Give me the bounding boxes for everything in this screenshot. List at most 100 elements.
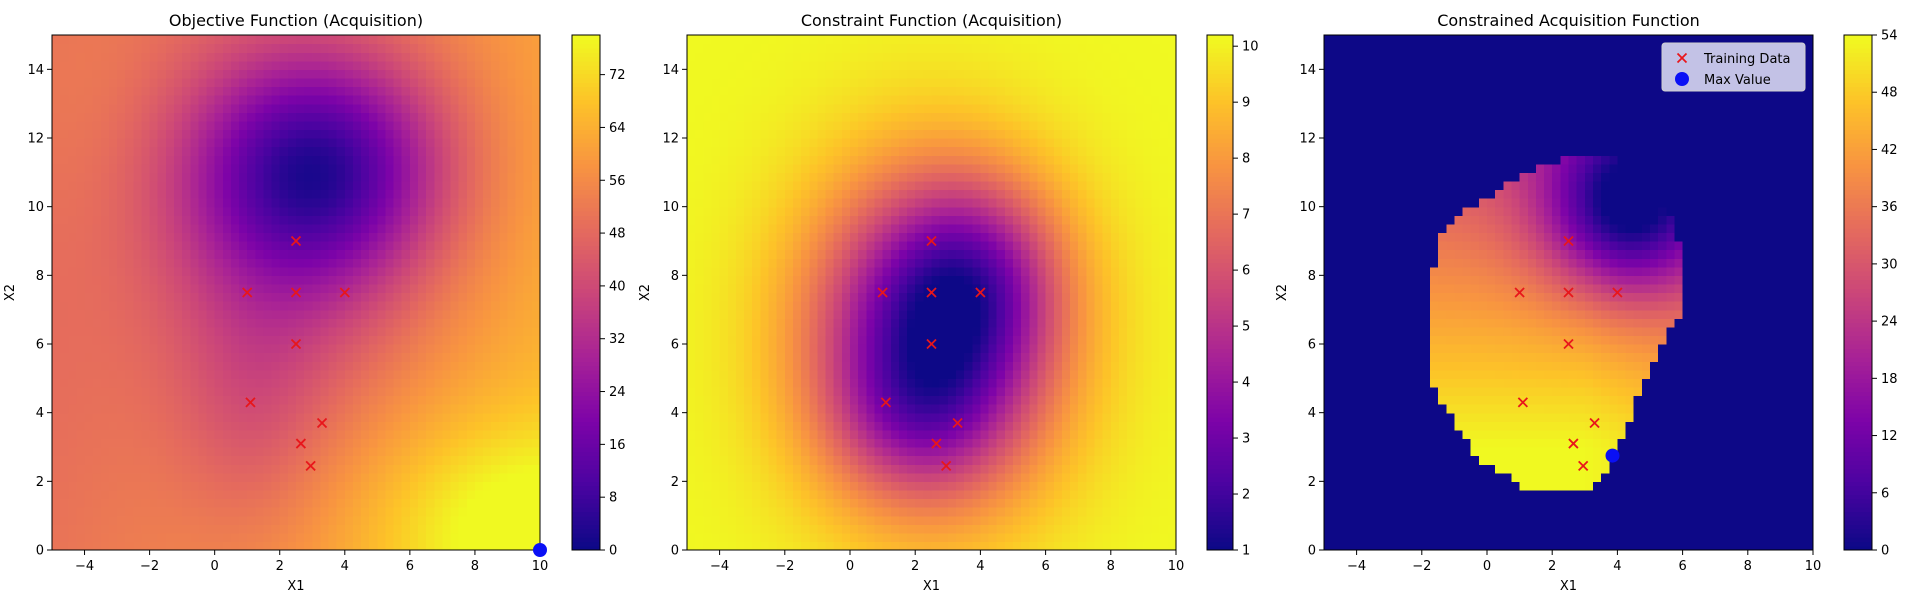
heatmap-cell <box>263 335 272 344</box>
heatmap-cell <box>272 464 281 473</box>
heatmap-cell <box>68 490 77 499</box>
heatmap-cell <box>442 44 451 53</box>
heatmap-cell <box>215 198 224 207</box>
heatmap-cell <box>695 258 704 267</box>
heatmap-cell <box>467 215 476 224</box>
heatmap-cell <box>60 456 69 465</box>
heatmap-cell <box>410 421 419 430</box>
heatmap-cell <box>280 69 289 78</box>
heatmap-cell <box>817 258 826 267</box>
heatmap-cell <box>752 396 761 405</box>
heatmap-cell <box>207 44 216 53</box>
heatmap-cell <box>410 147 419 156</box>
heatmap-cell <box>801 447 810 456</box>
heatmap-cell <box>703 370 712 379</box>
heatmap-cell <box>532 35 541 44</box>
heatmap-cell <box>52 250 61 259</box>
heatmap-cell <box>483 164 492 173</box>
heatmap-cell <box>174 310 183 319</box>
heatmap-cell <box>174 301 183 310</box>
heatmap-cell <box>744 207 753 216</box>
heatmap-cell <box>687 361 696 370</box>
heatmap-cell <box>223 207 232 216</box>
heatmap-cell <box>280 481 289 490</box>
heatmap-cell <box>109 396 118 405</box>
heatmap-cell <box>499 155 508 164</box>
heatmap-cell <box>834 378 843 387</box>
heatmap-cell <box>263 61 272 70</box>
heatmap-cell <box>133 224 142 233</box>
heatmap-cell <box>377 473 386 482</box>
heatmap-cell <box>361 541 370 550</box>
heatmap-cell <box>320 387 329 396</box>
heatmap-cell <box>720 481 729 490</box>
heatmap-cell <box>467 258 476 267</box>
heatmap-cell <box>695 430 704 439</box>
heatmap-cell <box>93 361 102 370</box>
heatmap-cell <box>109 430 118 439</box>
heatmap-cell <box>507 310 516 319</box>
heatmap-cell <box>442 224 451 233</box>
heatmap-cell <box>516 69 525 78</box>
heatmap-cell <box>491 129 500 138</box>
heatmap-cell <box>320 215 329 224</box>
heatmap-cell <box>434 456 443 465</box>
heatmap-cell <box>801 61 810 70</box>
heatmap-cell <box>345 147 354 156</box>
heatmap-cell <box>223 301 232 310</box>
heatmap-cell <box>101 387 110 396</box>
heatmap-cell <box>85 318 94 327</box>
heatmap-cell <box>524 121 533 130</box>
heatmap-cell <box>182 447 191 456</box>
heatmap-cell <box>125 78 134 87</box>
heatmap-cell <box>312 430 321 439</box>
heatmap-cell <box>223 335 232 344</box>
heatmap-cell <box>280 52 289 61</box>
heatmap-cell <box>459 378 468 387</box>
heatmap-cell <box>499 267 508 276</box>
heatmap-cell <box>320 95 329 104</box>
heatmap-cell <box>760 87 769 96</box>
heatmap-cell <box>809 310 818 319</box>
colorbar-segment <box>572 408 600 413</box>
heatmap-cell <box>687 378 696 387</box>
heatmap-cell <box>507 190 516 199</box>
heatmap-cell <box>190 430 199 439</box>
heatmap-cell <box>190 327 199 336</box>
heatmap-cell <box>524 190 533 199</box>
heatmap-cell <box>752 413 761 422</box>
heatmap-cell <box>801 430 810 439</box>
heatmap-cell <box>687 250 696 259</box>
heatmap-cell <box>760 533 769 542</box>
heatmap-cell <box>223 353 232 362</box>
heatmap-cell <box>418 44 427 53</box>
heatmap-cell <box>320 198 329 207</box>
heatmap-cell <box>207 327 216 336</box>
heatmap-cell <box>345 421 354 430</box>
heatmap-cell <box>312 284 321 293</box>
heatmap-cell <box>777 499 786 508</box>
heatmap-cell <box>752 533 761 542</box>
heatmap-cell <box>695 95 704 104</box>
heatmap-cell <box>687 421 696 430</box>
heatmap-cell <box>442 121 451 130</box>
heatmap-cell <box>182 104 191 113</box>
heatmap-cell <box>394 464 403 473</box>
heatmap-cell <box>532 258 541 267</box>
heatmap-cell <box>687 301 696 310</box>
heatmap-cell <box>329 207 338 216</box>
heatmap-cell <box>834 456 843 465</box>
heatmap-cell <box>280 215 289 224</box>
heatmap-cell <box>361 190 370 199</box>
heatmap-cell <box>101 404 110 413</box>
heatmap-cell <box>361 232 370 241</box>
heatmap-cell <box>467 207 476 216</box>
heatmap-cell <box>744 181 753 190</box>
heatmap-cell <box>442 190 451 199</box>
heatmap-cell <box>60 155 69 164</box>
heatmap-cell <box>410 464 419 473</box>
heatmap-cell <box>434 310 443 319</box>
heatmap-cell <box>793 353 802 362</box>
heatmap-cell <box>60 421 69 430</box>
heatmap-cell <box>101 190 110 199</box>
